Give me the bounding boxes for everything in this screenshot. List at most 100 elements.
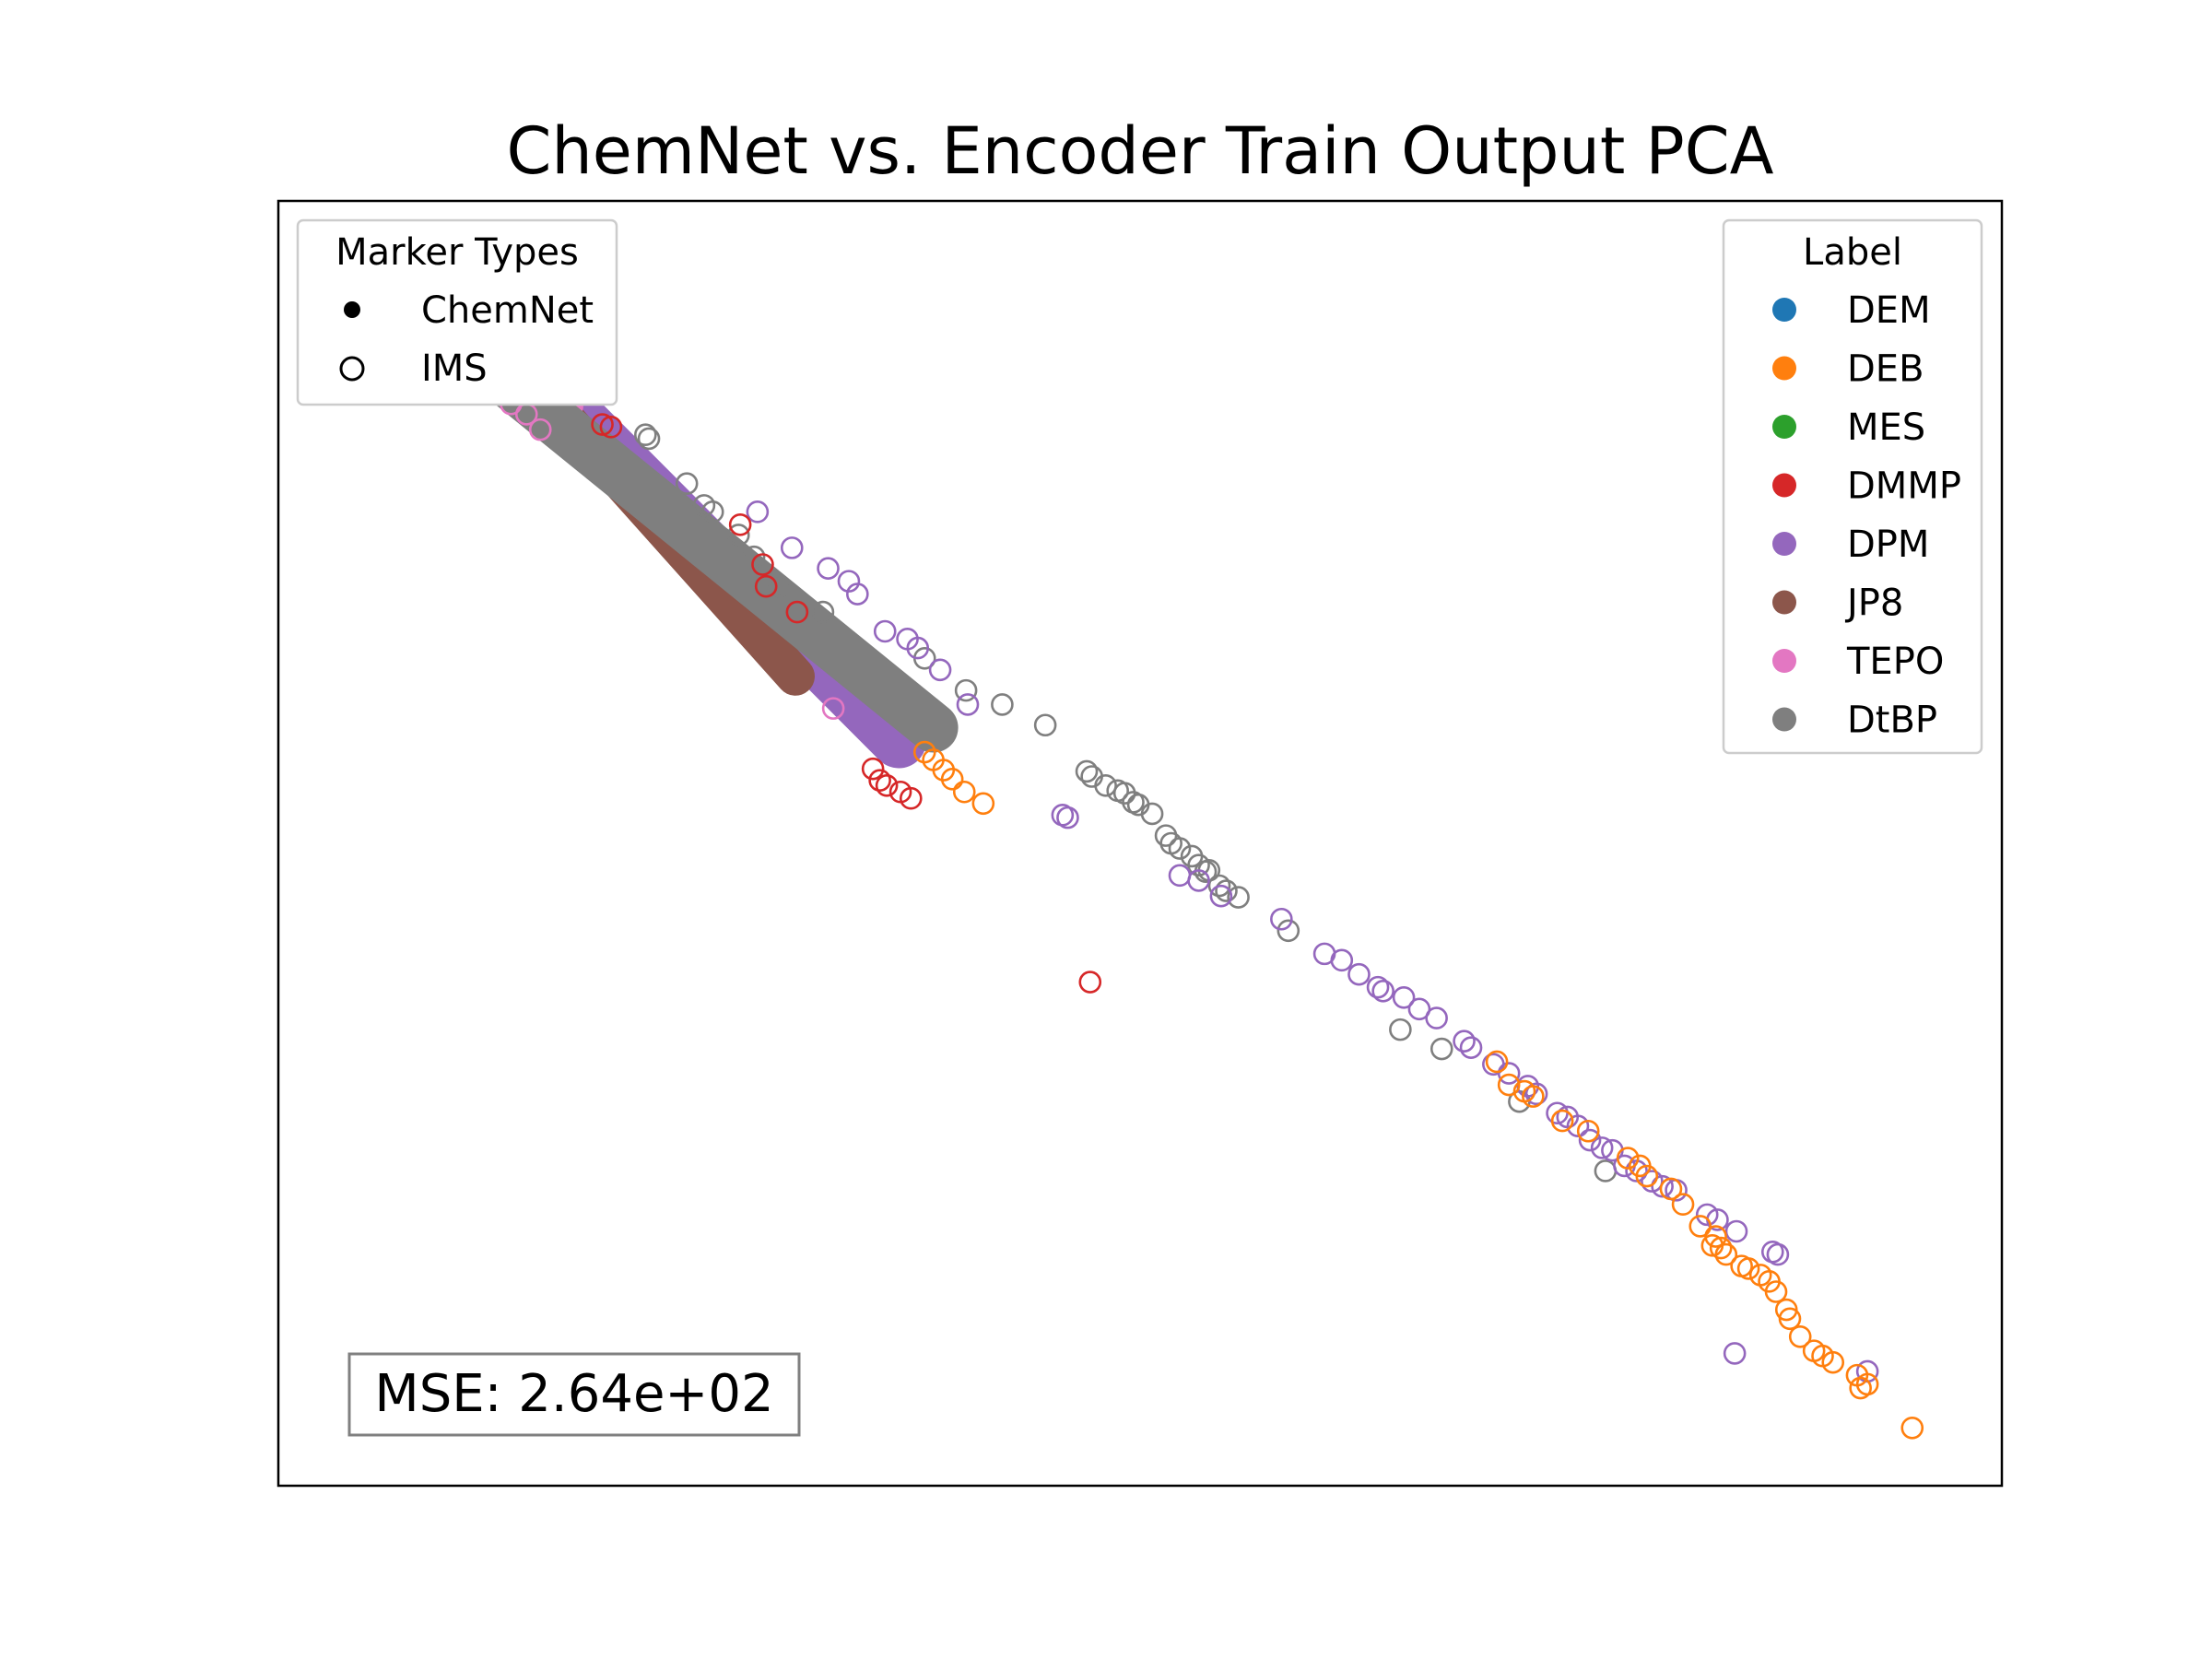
data-point-deb	[1550, 1109, 1574, 1133]
data-point-deb	[1736, 1257, 1760, 1280]
data-point-deb	[971, 792, 995, 816]
chemnet-marker-icon	[344, 301, 360, 318]
data-point-dpm	[1330, 948, 1354, 972]
legend-swatch-dem	[1772, 298, 1796, 322]
legend-label-mes: MES	[1847, 406, 1925, 449]
chart-title: ChemNet vs. Encoder Train Output PCA	[506, 113, 1773, 189]
data-point-deb	[1522, 1085, 1545, 1108]
data-point-dpm	[1187, 869, 1210, 892]
data-point-dmmp	[868, 769, 891, 792]
legend-label-deb: DEB	[1847, 348, 1924, 391]
data-point-deb	[1821, 1350, 1845, 1374]
data-point-dtbp	[1227, 886, 1250, 909]
legend-swatch-jp8	[1772, 590, 1796, 615]
data-point-tepo	[821, 697, 845, 720]
data-point-dpm	[746, 500, 770, 524]
data-point-dpm	[1168, 864, 1192, 888]
data-point-deb	[1709, 1236, 1733, 1260]
data-point-dpm	[1590, 1136, 1614, 1159]
legend-label-dmmp: DMMP	[1847, 465, 1961, 508]
data-point-dpm	[906, 636, 930, 660]
data-point-dtbp	[1594, 1159, 1618, 1182]
data-point-dtbp	[991, 693, 1014, 716]
data-point-deb	[952, 780, 976, 804]
data-point-dmmp	[899, 786, 923, 810]
data-point-dpm	[1766, 1242, 1790, 1266]
legend-box	[1722, 218, 1983, 755]
mse-text: MSE: 2.64e+02	[374, 1364, 773, 1424]
data-point-dtbp	[1389, 1018, 1412, 1041]
data-point-dmmp	[728, 512, 752, 536]
data-point-tepo	[528, 418, 552, 441]
data-point-dpm	[1407, 997, 1431, 1021]
data-point-dpm	[1056, 806, 1079, 830]
data-point-deb	[1714, 1242, 1738, 1266]
data-point-deb	[1576, 1119, 1600, 1143]
data-point-dpm	[1651, 1174, 1674, 1198]
data-point-dtbp	[675, 472, 699, 495]
data-point-dtbp	[634, 423, 657, 447]
data-point-dtbp	[637, 427, 661, 451]
legend-label-dem: DEM	[1847, 289, 1931, 332]
data-point-deb	[1764, 1280, 1788, 1303]
data-point-dpm	[1578, 1128, 1602, 1152]
data-point-dpm	[956, 693, 980, 716]
data-point-dpm	[928, 658, 952, 682]
data-point-dmmp	[861, 757, 885, 781]
data-point-deb	[1671, 1193, 1695, 1217]
data-point-deb	[1485, 1050, 1509, 1074]
legend-label-dpm: DPM	[1847, 524, 1929, 566]
data-point-dpm	[1453, 1030, 1476, 1053]
data-point-dtbp	[1215, 879, 1238, 902]
data-point-dtbp	[1140, 802, 1164, 826]
legend-label-ims: IMS	[421, 347, 488, 390]
data-point-dtbp	[700, 500, 724, 524]
data-point-dpm	[1270, 907, 1293, 931]
ims-points-layer	[486, 381, 1924, 1440]
data-point-dpm	[1516, 1075, 1540, 1098]
annotation-box	[347, 1352, 801, 1437]
legend-label-dtbp: DtBP	[1847, 700, 1937, 742]
data-point-deb	[1497, 1073, 1521, 1097]
data-point-dpm	[846, 582, 869, 606]
data-point-deb	[912, 740, 936, 764]
data-point-dtbp	[1168, 837, 1192, 860]
data-point-dpm	[873, 619, 897, 643]
data-point-deb	[1688, 1215, 1712, 1238]
data-point-dtbp	[1033, 713, 1057, 737]
data-point-dtbp	[1430, 1037, 1453, 1061]
legend-swatch-dmmp	[1772, 473, 1796, 498]
legend-swatch-deb	[1772, 356, 1796, 381]
data-point-dpm	[1209, 884, 1233, 908]
data-point-dpm	[1723, 1342, 1747, 1365]
legend-label-tepo: TEPO	[1846, 641, 1944, 683]
data-point-deb	[940, 767, 964, 791]
data-point-dtbp	[768, 574, 792, 598]
mse-annotation: MSE: 2.64e+02	[347, 1352, 801, 1437]
data-point-dpm	[1371, 980, 1394, 1003]
data-point-deb	[1900, 1416, 1924, 1440]
data-point-deb	[1616, 1147, 1640, 1170]
data-point-dmmp	[875, 773, 899, 797]
data-point-dpm	[1497, 1062, 1521, 1085]
label-legend: Label DEM DEB MES DMMP DPM JP8 TEPO DtBP	[1722, 218, 1983, 755]
data-point-dpm	[1425, 1006, 1448, 1030]
legend-label-chemnet: ChemNet	[421, 289, 594, 332]
legend-box	[296, 218, 618, 406]
data-point-deb	[1855, 1372, 1879, 1396]
legend-title: Marker Types	[335, 231, 579, 274]
data-point-dtbp	[742, 545, 766, 569]
data-point-dpm	[1366, 975, 1390, 999]
data-point-dpm	[1459, 1036, 1483, 1059]
data-point-dpm	[780, 536, 804, 559]
axes-frame	[276, 199, 2004, 1488]
data-point-dtbp	[726, 524, 750, 547]
data-point-dpm	[1392, 985, 1416, 1009]
legend-swatch-dtbp	[1772, 707, 1796, 732]
legend-swatch-dpm	[1772, 532, 1796, 556]
data-point-deb	[1635, 1164, 1659, 1188]
legend-label-jp8: JP8	[1844, 582, 1903, 625]
data-point-dpm	[1724, 1219, 1748, 1243]
data-point-dpm	[817, 557, 840, 580]
